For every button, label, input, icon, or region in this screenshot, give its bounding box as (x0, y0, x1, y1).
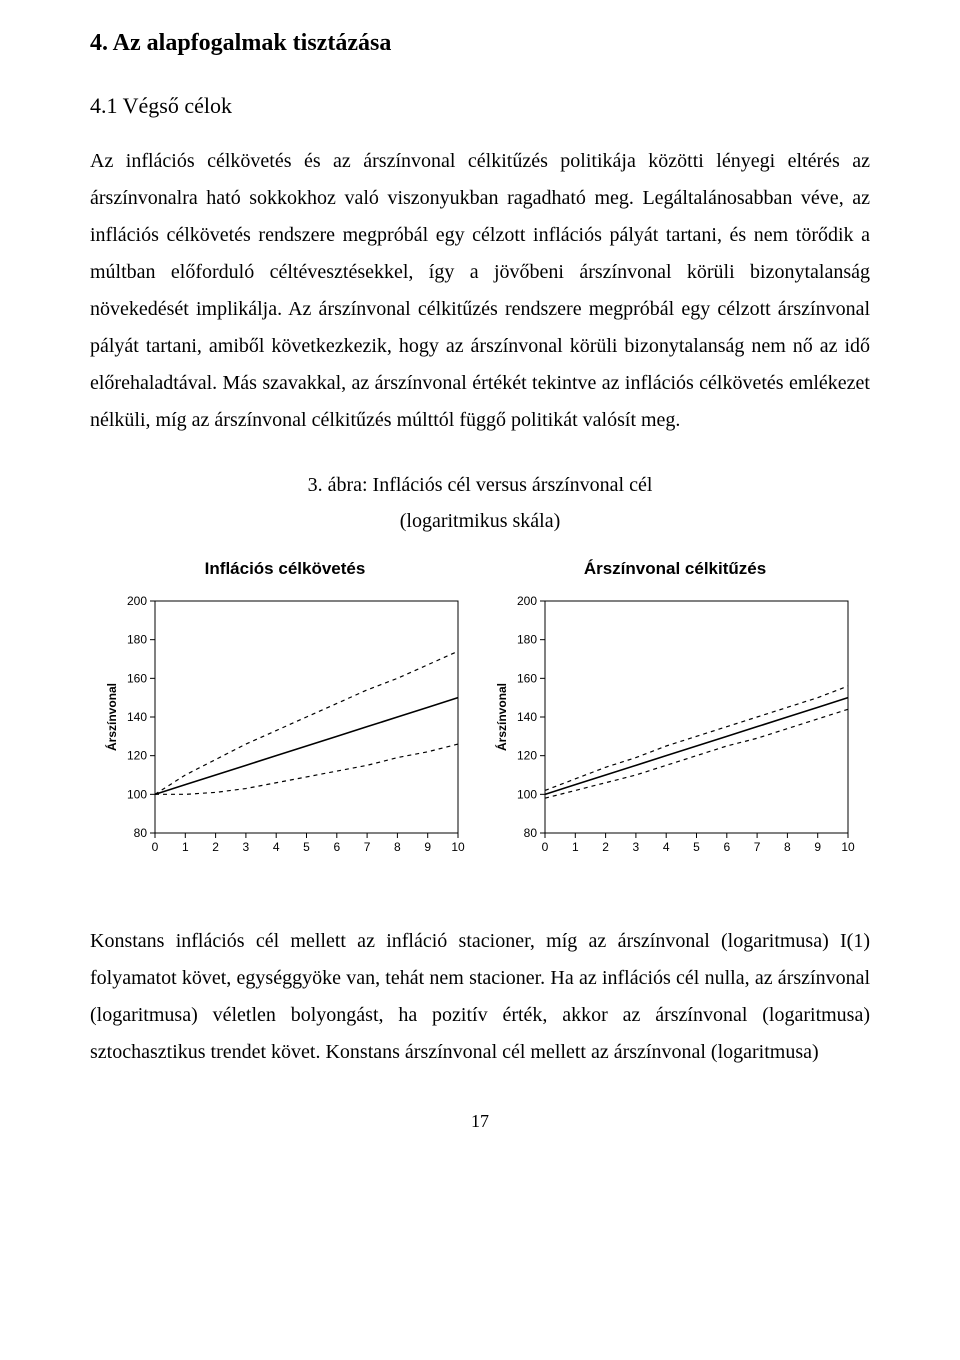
svg-text:Árszínvonal: Árszínvonal (104, 683, 119, 751)
svg-text:120: 120 (517, 749, 537, 763)
svg-text:100: 100 (127, 787, 147, 801)
svg-text:7: 7 (754, 840, 761, 854)
chart-left: 80 100 120 140 160 180 200 0 1 2 3 4 5 6 7 8 9 10 Árszínvo… (100, 593, 470, 863)
svg-text:Árszínvonal: Árszínvonal (494, 683, 509, 751)
svg-text:8: 8 (784, 840, 791, 854)
svg-text:0: 0 (152, 840, 159, 854)
svg-text:1: 1 (182, 840, 189, 854)
svg-text:200: 200 (127, 594, 147, 608)
svg-text:180: 180 (517, 633, 537, 647)
svg-text:9: 9 (424, 840, 431, 854)
svg-text:1: 1 (572, 840, 579, 854)
svg-text:2: 2 (212, 840, 219, 854)
chart-left-block: Inflációs célkövetés 8010012014016018020… (95, 559, 475, 863)
svg-text:4: 4 (663, 840, 670, 854)
figure-subtitle: (logaritmikus skála) (400, 510, 561, 532)
paragraph-1: Az inflációs célkövetés és az árszínvona… (90, 143, 870, 439)
chart-right: 80 100 120 140 160 180 200 0 1 2 3 4 5 6 7 8 9 10 Árszínvo… (490, 593, 860, 863)
chart-left-title: Inflációs célkövetés (205, 559, 366, 579)
svg-text:2: 2 (602, 840, 609, 854)
charts-row: Inflációs célkövetés 8010012014016018020… (90, 559, 870, 863)
svg-text:5: 5 (693, 840, 700, 854)
svg-text:3: 3 (633, 840, 640, 854)
svg-text:7: 7 (364, 840, 371, 854)
subheading: 4.1 Végső célok (90, 93, 870, 119)
svg-text:4: 4 (273, 840, 280, 854)
svg-text:8: 8 (394, 840, 401, 854)
figure-title: 3. ábra: Inflációs cél versus árszínvona… (308, 474, 653, 496)
svg-text:0: 0 (542, 840, 549, 854)
svg-text:200: 200 (517, 594, 537, 608)
svg-text:80: 80 (134, 826, 148, 840)
svg-text:5: 5 (303, 840, 310, 854)
chart-right-block: Árszínvonal célkitűzés 80100120140160180… (485, 559, 865, 863)
svg-text:160: 160 (127, 671, 147, 685)
svg-text:6: 6 (723, 840, 730, 854)
svg-text:100: 100 (517, 787, 537, 801)
svg-text:9: 9 (814, 840, 821, 854)
svg-text:10: 10 (451, 840, 465, 854)
figure-caption: 3. ábra: Inflációs cél versus árszínvona… (90, 467, 870, 539)
section-heading: 4. Az alapfogalmak tisztázása (90, 30, 870, 57)
svg-text:180: 180 (127, 633, 147, 647)
page: 4. Az alapfogalmak tisztázása 4.1 Végső … (0, 0, 960, 1360)
svg-text:120: 120 (127, 749, 147, 763)
paragraph-2: Konstans inflációs cél mellett az inflác… (90, 923, 870, 1071)
svg-text:10: 10 (841, 840, 855, 854)
svg-text:160: 160 (517, 671, 537, 685)
svg-text:140: 140 (517, 710, 537, 724)
svg-text:80: 80 (524, 826, 538, 840)
svg-text:6: 6 (333, 840, 340, 854)
svg-text:140: 140 (127, 710, 147, 724)
page-number: 17 (90, 1111, 870, 1132)
svg-text:3: 3 (243, 840, 250, 854)
chart-right-title: Árszínvonal célkitűzés (584, 559, 766, 579)
